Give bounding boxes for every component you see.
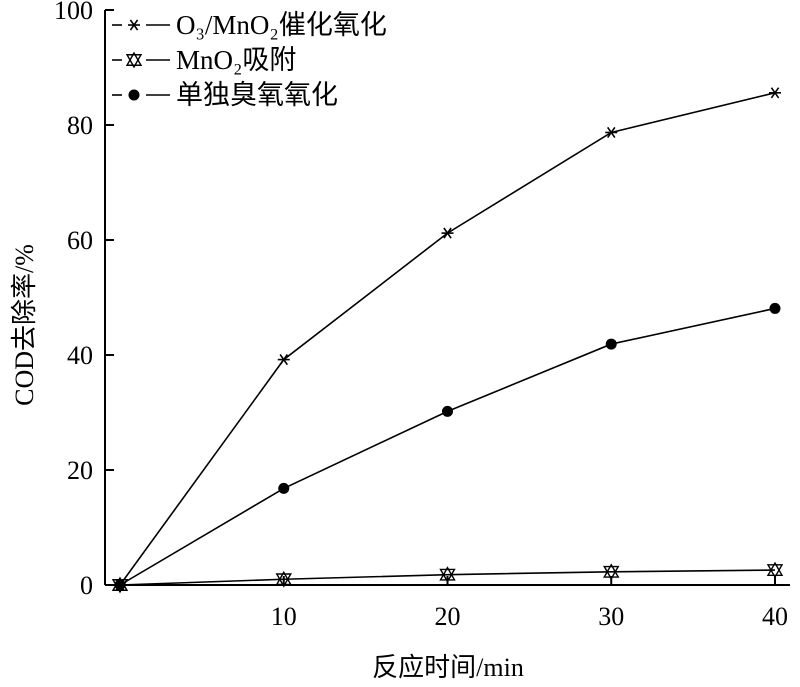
- data-point: [605, 338, 617, 350]
- legend-item: 单独臭氧氧化: [112, 80, 338, 110]
- y-tick-label: 60: [67, 226, 93, 255]
- data-point: [114, 579, 126, 591]
- series-line: [119, 307, 776, 586]
- series-line: [119, 92, 776, 586]
- data-point: [766, 561, 784, 579]
- x-tick-label: 40: [762, 602, 788, 631]
- x-tick-label: 30: [598, 602, 624, 631]
- series-1: [114, 87, 781, 591]
- data-point: [275, 570, 292, 588]
- data-point: [769, 302, 781, 314]
- series-2: [111, 561, 784, 594]
- data-point: [278, 482, 290, 494]
- legend-label: MnO₂吸附: [176, 45, 296, 75]
- axes: 0 20 40 60 80 100 10 20 30 40: [54, 0, 790, 631]
- data-point: [769, 87, 781, 99]
- legend-item: O₃/MnO₂催化氧化: [112, 10, 387, 40]
- legend-label: O₃/MnO₂催化氧化: [176, 10, 387, 40]
- y-tick-label: 100: [54, 0, 93, 25]
- data-point: [603, 563, 620, 581]
- y-tick-label: 0: [80, 571, 93, 600]
- y-axis-title: COD去除率/%: [10, 244, 39, 406]
- legend-label: 单独臭氧氧化: [176, 80, 338, 110]
- data-point: [441, 227, 454, 239]
- x-axis-title: 反应时间/min: [372, 653, 524, 682]
- x-tick-label: 20: [435, 602, 461, 631]
- legend-marker: [128, 19, 140, 31]
- data-point: [439, 566, 456, 584]
- legend-marker: [128, 89, 140, 101]
- data-point: [277, 354, 290, 366]
- legend-item: MnO₂吸附: [112, 45, 296, 75]
- x-tick-label: 10: [271, 602, 297, 631]
- legend-marker: [125, 51, 143, 69]
- data-point: [605, 126, 618, 139]
- series-line: [119, 569, 776, 586]
- series-3: [114, 302, 781, 591]
- y-tick-label: 40: [67, 341, 93, 370]
- y-tick-label: 80: [67, 111, 93, 140]
- data-point: [442, 405, 453, 417]
- series-layer: [111, 87, 784, 594]
- y-tick-label: 20: [67, 456, 93, 485]
